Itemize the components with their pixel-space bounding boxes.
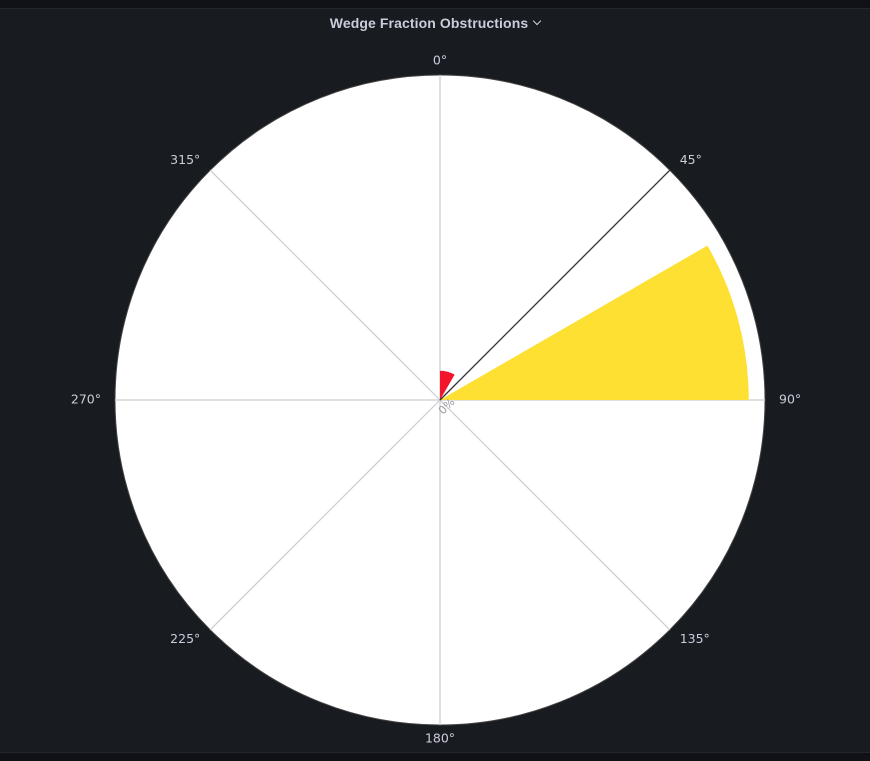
panel-title[interactable]: Wedge Fraction Obstructions bbox=[329, 15, 529, 31]
angular-tick-label: 315° bbox=[170, 152, 200, 167]
polar-bar[interactable] bbox=[440, 245, 749, 400]
angular-tick-label: 45° bbox=[680, 152, 702, 167]
angular-highlight-line bbox=[439, 169, 671, 401]
angular-tick-labels: 0° 45° 90° 135° 180° 225° 270° 315° bbox=[71, 53, 801, 746]
angular-tick-label: 225° bbox=[170, 631, 200, 646]
grid-spoke bbox=[209, 399, 441, 631]
bar-series bbox=[440, 245, 749, 400]
grid-spoke bbox=[209, 169, 441, 401]
angular-tick-label: 135° bbox=[680, 631, 710, 646]
angular-tick-label: 270° bbox=[71, 392, 101, 407]
angular-tick-label: 90° bbox=[779, 392, 801, 407]
angular-tick-label: 180° bbox=[425, 731, 455, 746]
panel-header[interactable]: Wedge Fraction Obstructions bbox=[0, 9, 870, 37]
angular-tick-label: 0° bbox=[433, 53, 447, 68]
grid-spoke bbox=[439, 399, 671, 631]
polar-bar[interactable] bbox=[440, 370, 455, 400]
